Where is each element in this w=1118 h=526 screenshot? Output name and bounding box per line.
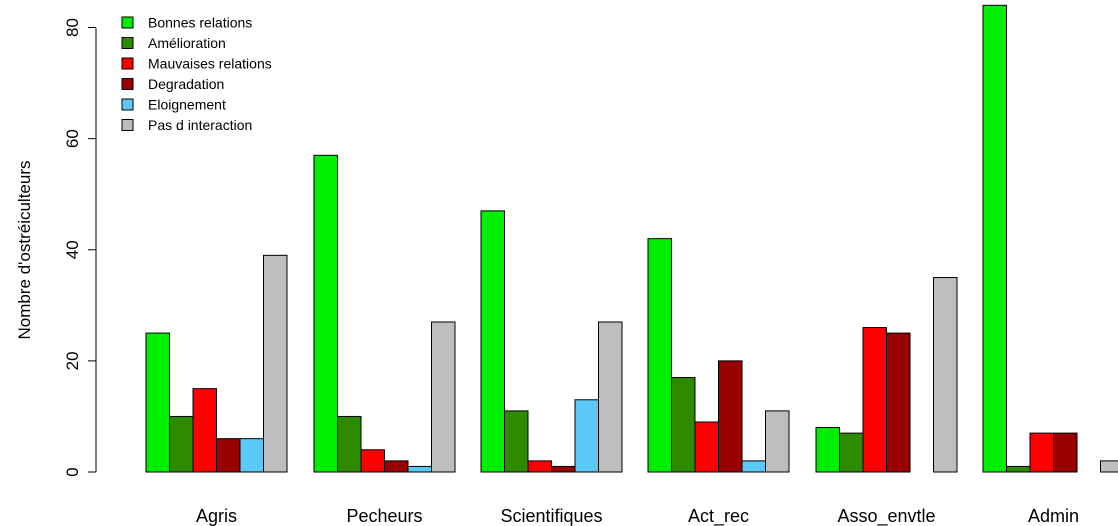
bar-agris-2: [192, 388, 217, 473]
category-labels: Agris Pecheurs Scientifiques Act_rec Asso_en…: [196, 506, 1079, 526]
category-label: Pecheurs: [346, 506, 422, 526]
bar-act-rec-5: [765, 410, 790, 473]
bars: [145, 4, 1118, 473]
legend-swatch: [121, 119, 134, 131]
bar-scientifiques-2: [527, 460, 552, 473]
bar-pecheurs-0: [313, 154, 338, 473]
legend-label: Bonnes relations: [148, 15, 252, 31]
bar-agris-5: [263, 254, 288, 473]
bar-scientifiques-0: [480, 210, 505, 473]
bar-scientifiques-1: [504, 410, 529, 473]
bar-act-rec-3: [718, 360, 743, 473]
bar-admin-5: [1100, 460, 1118, 473]
bar-scientifiques-5: [598, 321, 623, 473]
category-label: Act_rec: [688, 506, 749, 526]
bar-agris-1: [169, 415, 194, 473]
bar-admin-1: [1006, 465, 1031, 473]
category-label: Asso_envtle: [837, 506, 935, 526]
bar-pecheurs-5: [431, 321, 456, 473]
bar-asso-envtle-2: [862, 327, 887, 473]
category-label: Scientifiques: [500, 506, 602, 526]
category-label: Admin: [1028, 506, 1079, 526]
bar-admin-0: [982, 4, 1007, 473]
bar-asso-envtle-3: [886, 332, 911, 473]
legend-label: Degradation: [148, 76, 224, 92]
legend-label: Pas d interaction: [148, 117, 252, 133]
legend-label: Amélioration: [148, 35, 226, 51]
y-tick-label: 0: [63, 467, 82, 476]
bar-agris-4: [239, 438, 264, 473]
bar-admin-2: [1029, 432, 1054, 473]
bar-asso-envtle-1: [839, 432, 864, 473]
y-axis-title: Nombre d'ostréiculteurs: [15, 161, 34, 340]
legend-label: Mauvaises relations: [148, 56, 272, 72]
y-tick-label: 20: [63, 351, 82, 370]
bar-act-rec-0: [647, 238, 672, 473]
bar-pecheurs-1: [337, 415, 362, 473]
bar-scientifiques-3: [551, 465, 576, 473]
legend: Bonnes relations Amélioration Mauvaises re…: [121, 15, 272, 133]
bar-scientifiques-4: [574, 399, 599, 473]
legend-swatch: [121, 57, 134, 70]
y-axis: 0 20 40 60 80: [63, 18, 97, 477]
category-label: Agris: [196, 506, 237, 526]
y-tick-label: 60: [63, 129, 82, 148]
y-tick-label: 80: [63, 18, 82, 37]
legend-swatch: [121, 16, 134, 29]
bar-pecheurs-2: [360, 449, 385, 473]
legend-swatch: [121, 98, 134, 111]
bar-pecheurs-4: [407, 465, 432, 473]
y-tick-label: 40: [63, 240, 82, 259]
bar-agris-3: [216, 438, 241, 473]
bar-act-rec-1: [671, 377, 696, 473]
bar-asso-envtle-0: [815, 427, 840, 473]
bar-agris-0: [145, 332, 170, 473]
bar-pecheurs-3: [384, 460, 409, 473]
legend-label: Eloignement: [148, 97, 226, 113]
bar-act-rec-2: [694, 421, 719, 473]
legend-swatch: [121, 37, 134, 49]
legend-swatch: [121, 78, 134, 90]
bar-admin-3: [1053, 432, 1078, 473]
bar-asso-envtle-5: [933, 277, 958, 473]
bar-act-rec-4: [741, 460, 766, 473]
